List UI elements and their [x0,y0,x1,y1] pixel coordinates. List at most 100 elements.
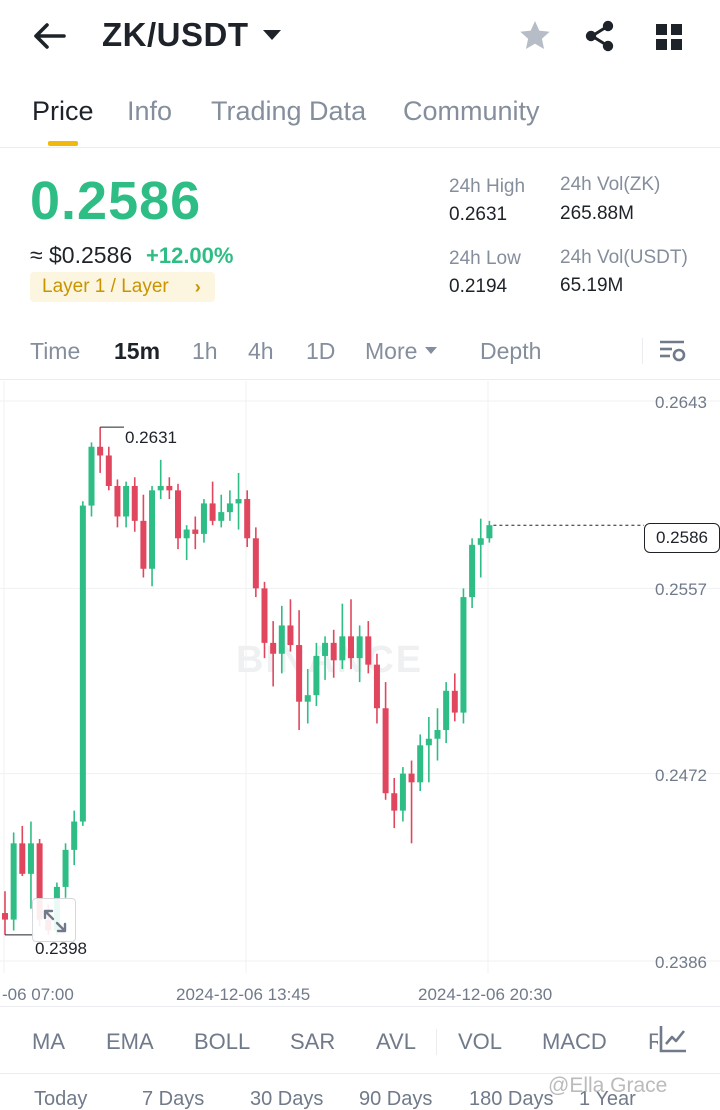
interval-time[interactable]: Time [30,338,81,364]
y-axis-label: 0.2557 [655,580,707,599]
candle-body [270,642,277,654]
candle-body [123,485,130,517]
indicator-ema[interactable]: EMA [106,1029,154,1054]
candle-body [105,455,112,486]
candle-body [287,625,294,646]
last-price-marker: 0.2586 [644,523,720,553]
share-button[interactable] [582,18,618,54]
candle-body [27,843,34,874]
candle-body [36,843,43,920]
interval-toolbar: Time 15m 1h 4h 1D More Depth [0,322,720,380]
low-24h-value: 0.2194 [449,276,508,297]
indicator-boll[interactable]: BOLL [194,1029,251,1054]
period-30-days[interactable]: 30 Days [250,1088,324,1110]
depth-tab[interactable]: Depth [480,338,542,364]
candle-body [79,505,86,822]
tab-trading-data[interactable]: Trading Data [211,96,367,126]
vol-base-label: 24h Vol(ZK) [560,174,661,195]
candle-body [304,695,311,702]
interval-4h[interactable]: 4h [248,338,274,364]
period-90-days[interactable]: 90 Days [359,1088,433,1110]
indicator-rsi[interactable]: RSI [648,1029,658,1054]
interval-1d[interactable]: 1D [306,338,336,364]
interval-15m[interactable]: 15m [114,338,161,364]
fullscreen-button[interactable] [32,898,76,942]
line-chart-icon [659,1026,686,1053]
candle-body [114,485,121,517]
candle-body [391,793,398,811]
tab-bar: Price Info Trading Data Community [0,88,720,148]
candle-body [166,485,173,491]
price-change-percent: +12.00% [146,243,234,268]
indicator-vol[interactable]: VOL [458,1029,503,1054]
price-chart[interactable]: BINANCE 0.2643 0.2557 0.2472 0.2386 0.25… [0,381,720,1006]
high-24h-label: 24h High [449,176,526,197]
user-watermark: @Ella Grace [548,1074,668,1097]
candle-body [330,642,337,661]
candle-body [460,597,467,713]
indicator-bar: MA EMA BOLL SAR AVL VOL MACD RSI [0,1006,720,1074]
candle-body [131,485,138,521]
vol-quote-label: 24h Vol(USDT) [560,247,688,268]
candle-body [296,645,303,702]
chart-settings-button[interactable] [656,335,688,367]
last-price: 0.2586 [30,171,202,231]
candle-body [235,499,242,504]
y-axis-label: 0.2386 [655,953,707,972]
candle-body [71,821,78,850]
period-today[interactable]: Today [34,1088,88,1110]
candle-body [417,745,424,783]
interval-1h[interactable]: 1h [192,338,218,364]
candle-body [278,625,285,654]
candlestick-chart [0,381,720,973]
candle-body [373,664,380,709]
candle-body [486,525,493,539]
period-180-days[interactable]: 180 Days [469,1088,554,1110]
x-axis-label: 2024-12-06 13:45 [176,985,311,1004]
candle-body [356,636,363,659]
y-axis-label: 0.2472 [655,766,707,785]
candle-body [313,655,320,696]
tab-info[interactable]: Info [127,96,173,126]
candle-body [226,503,233,513]
candle-body [192,529,199,534]
x-axis-label: 2024-12-06 20:30 [418,985,553,1004]
chart-settings-icon [660,340,686,362]
candle-body [477,538,484,545]
indicator-avl[interactable]: AVL [376,1029,416,1054]
candle-body [97,446,104,456]
tab-price[interactable]: Price [32,96,94,126]
category-tag[interactable]: Layer 1 / Layer › [30,272,215,302]
candle-body [209,503,216,521]
candle-body [157,485,164,491]
candle-body [261,588,268,643]
tab-community[interactable]: Community [403,96,540,126]
candle-body [10,843,17,920]
candle-body [140,520,147,569]
indicator-ma[interactable]: MA [32,1029,65,1054]
indicator-settings-button[interactable] [656,1022,690,1056]
interval-more-label: More [365,338,418,364]
indicator-macd[interactable]: MACD [542,1029,607,1054]
header: ZK/USDT [0,0,720,74]
indicator-sar[interactable]: SAR [290,1029,336,1054]
period-1-year[interactable]: 1 Year [579,1088,636,1110]
candle-body [408,773,415,783]
grid-menu-button[interactable] [652,20,686,54]
star-icon [520,21,550,49]
pair-name: ZK/USDT [102,16,249,53]
share-icon [585,20,614,52]
candle-body [451,690,458,713]
candle-body [399,773,406,811]
candle-body [322,642,329,656]
back-button[interactable] [28,18,70,54]
caret-down-icon [262,30,281,40]
interval-more[interactable]: More [365,338,438,365]
favorite-button[interactable] [517,18,553,54]
candle-body [183,529,190,539]
candle-body [149,490,156,569]
category-tag-label: Layer 1 / Layer [42,276,169,297]
pair-selector[interactable]: ZK/USDT [102,16,281,54]
usd-price: ≈ $0.2586 [30,242,133,268]
period-7-days[interactable]: 7 Days [142,1088,205,1110]
